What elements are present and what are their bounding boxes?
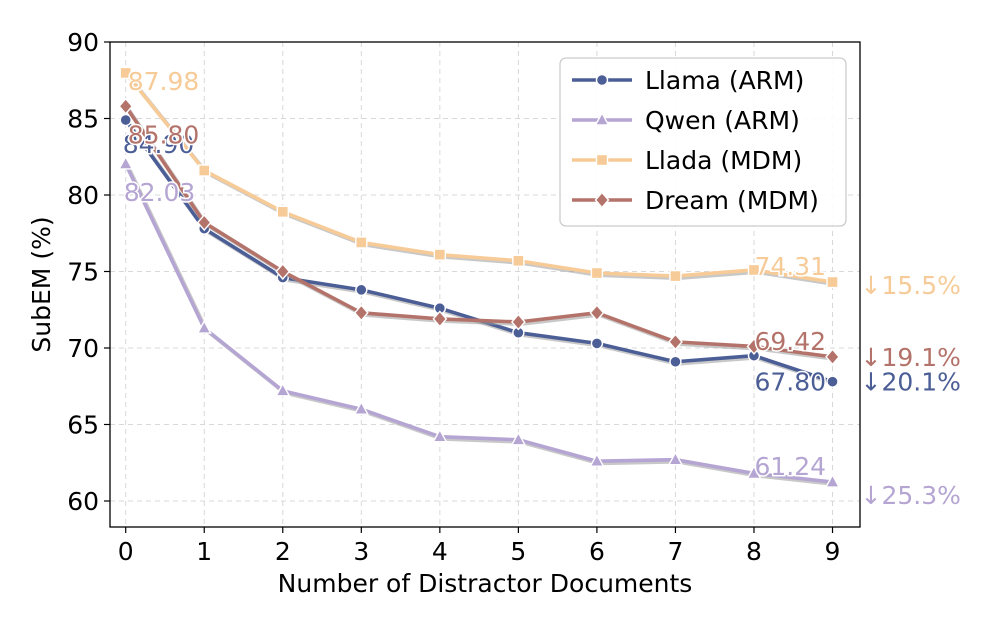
y-axis-title: SubEM (%) (27, 216, 56, 352)
series-layer (118, 66, 841, 488)
data-point (196, 213, 212, 232)
data-point (510, 313, 526, 331)
data-point (746, 464, 762, 480)
y-tick-label: 85 (67, 104, 99, 133)
data-point (276, 205, 289, 219)
start-value-label: 85.80 (128, 120, 200, 149)
series-line (123, 71, 835, 284)
data-point (512, 254, 525, 267)
series-dream (118, 97, 840, 366)
data-point (432, 428, 448, 443)
data-point (353, 304, 369, 322)
data-point (275, 382, 291, 397)
x-tick-label: 2 (275, 537, 291, 566)
start-value-label: 87.98 (128, 67, 200, 96)
legend: Llama (ARM) Qwen (ARM) Llada (MDM) Dream (M… (559, 57, 847, 227)
drop-percent-label: ↓25.3% (861, 481, 961, 510)
y-tick-label: 70 (67, 334, 99, 363)
legend-entry: Llama (ARM) (572, 66, 804, 95)
data-point (353, 400, 369, 415)
drop-percent-label: ↓15.5% (861, 271, 961, 300)
end-value-label: 74.31 (755, 252, 827, 281)
data-point (667, 451, 684, 466)
y-tick-label: 80 (67, 181, 99, 210)
data-point (119, 66, 132, 80)
legend-label: Qwen (ARM) (645, 106, 800, 135)
data-point (669, 269, 682, 283)
data-point (668, 333, 683, 351)
data-point (432, 310, 448, 328)
data-point (118, 155, 134, 170)
data-point (198, 164, 211, 177)
legend-label: Llada (MDM) (645, 146, 802, 175)
data-point (275, 262, 291, 281)
x-tick-label: 8 (746, 537, 762, 566)
data-point (826, 375, 839, 388)
data-point (589, 452, 605, 467)
x-tick-label: 4 (432, 537, 448, 566)
x-tick-label: 5 (510, 537, 526, 566)
x-tick-label: 6 (589, 537, 605, 566)
start-value-label: 82.03 (124, 178, 196, 207)
legend-label: Dream (MDM) (645, 186, 819, 215)
data-point (746, 337, 762, 356)
data-point (589, 304, 605, 322)
x-tick-label: 3 (353, 537, 369, 566)
x-tick-label: 1 (196, 537, 212, 566)
y-tick-label: 65 (67, 410, 99, 439)
data-point (355, 236, 368, 249)
end-value-label: 69.42 (755, 327, 827, 356)
legend-box (559, 57, 847, 227)
x-axis-title: Number of Distractor Documents (278, 569, 693, 598)
drop-percent-label: ↓20.1% (861, 368, 961, 397)
series-line (123, 104, 835, 359)
data-point (118, 97, 134, 115)
x-tick-label: 0 (118, 537, 134, 566)
data-labels: 84.90 67.80 ↓20.1% 82.03 61.24 ↓25.3% 87.98 74.… (121, 65, 961, 510)
series-llada (119, 66, 839, 289)
series-qwen (118, 155, 841, 488)
axis-ticks: 0 1 2 3 4 5 6 7 8 9 60 65 70 75 80 85 90 (67, 28, 840, 566)
y-tick-label: 90 (67, 28, 99, 57)
legend-entry: Qwen (ARM) (572, 106, 800, 135)
legend-label: Llama (ARM) (645, 66, 804, 95)
legend-entry: Dream (MDM) (572, 186, 819, 215)
y-tick-label: 75 (67, 257, 99, 286)
data-point (747, 263, 761, 277)
legend-marker (594, 111, 610, 126)
data-point (590, 266, 604, 280)
data-point (355, 283, 368, 297)
start-value-label: 84.90 (123, 130, 195, 159)
data-point (669, 355, 682, 368)
drop-percent-label: ↓19.1% (861, 343, 961, 372)
data-point (825, 348, 840, 366)
legend-marker (595, 153, 609, 167)
data-point (826, 275, 839, 289)
data-point (824, 473, 841, 488)
legend-marker (595, 73, 609, 87)
y-tick-label: 60 (67, 487, 99, 516)
legend-entry: Llada (MDM) (572, 146, 802, 175)
data-point (510, 431, 527, 446)
data-point (433, 248, 447, 261)
data-point (590, 337, 604, 350)
x-tick-label: 7 (667, 537, 683, 566)
series-line (123, 162, 835, 484)
plot-frame (109, 41, 861, 528)
x-tick-label: 9 (825, 537, 841, 566)
end-value-label: 67.80 (755, 368, 827, 397)
end-value-label: 61.24 (755, 452, 827, 481)
data-point (196, 319, 212, 334)
legend-marker (594, 191, 610, 209)
